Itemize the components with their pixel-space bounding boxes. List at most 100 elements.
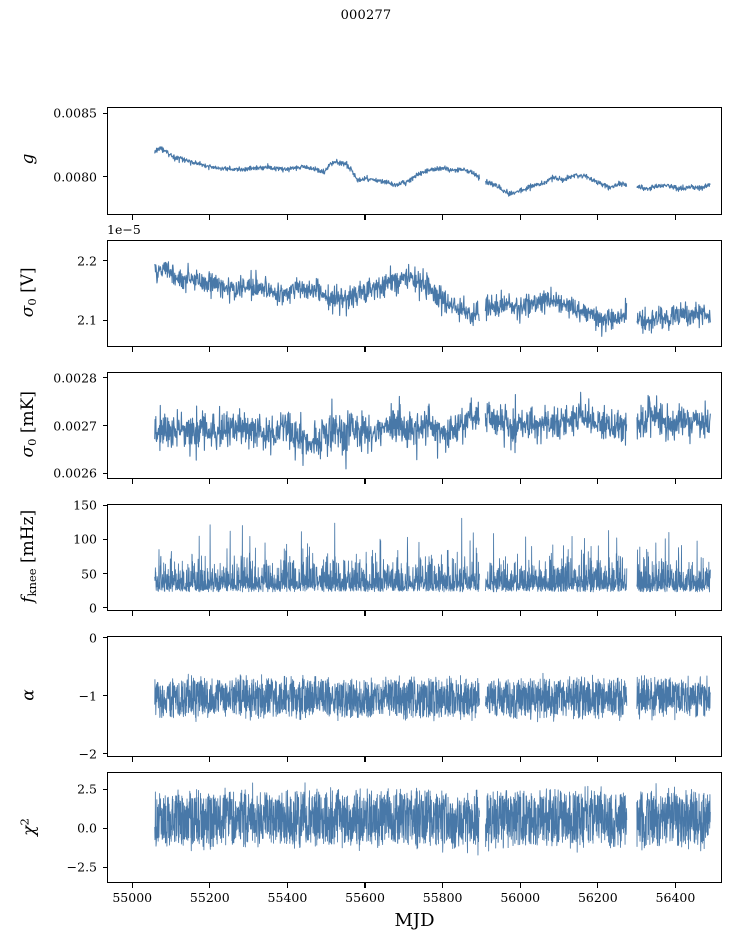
x-tick-mark bbox=[131, 883, 133, 888]
panel-frame bbox=[107, 504, 722, 611]
data-line-chi2 bbox=[154, 782, 480, 856]
plot-area-gain bbox=[154, 146, 711, 197]
x-tick-mark bbox=[364, 611, 366, 616]
x-tick-mark bbox=[131, 611, 133, 616]
x-tick-mark bbox=[286, 347, 288, 352]
data-line-chi2 bbox=[636, 783, 711, 852]
x-tick-mark bbox=[519, 883, 521, 888]
y-tick-label: −2 bbox=[78, 746, 97, 762]
y-tick-label: 2.2 bbox=[77, 253, 97, 269]
y-tick-label: 0.0085 bbox=[53, 105, 97, 121]
x-tick-mark bbox=[364, 757, 366, 762]
x-tick-label: 55400 bbox=[267, 890, 308, 905]
x-tick-label: 55800 bbox=[422, 890, 463, 905]
x-tick-mark bbox=[286, 883, 288, 888]
data-line-g bbox=[636, 183, 711, 192]
x-tick-mark bbox=[131, 757, 133, 762]
y-tick-label: 0.0027 bbox=[53, 418, 97, 433]
data-line-sigma0_mK bbox=[484, 391, 628, 454]
panel-frame bbox=[107, 240, 722, 347]
data-line-alpha bbox=[485, 672, 628, 723]
plot-area-fknee bbox=[154, 517, 711, 593]
y-tick-label: 50 bbox=[81, 566, 97, 582]
x-tick-label: 55000 bbox=[112, 890, 153, 905]
y-tick-mark bbox=[102, 112, 107, 114]
y-tick-label: 0 bbox=[89, 630, 97, 646]
data-line-sigma0_V bbox=[484, 286, 628, 337]
x-tick-label: 56000 bbox=[500, 890, 541, 905]
data-line-sigma0_mK bbox=[154, 395, 480, 470]
panel-frame bbox=[107, 107, 722, 215]
x-tick-mark bbox=[364, 347, 366, 352]
y-tick-mark bbox=[102, 752, 107, 755]
panel-sigma0-volt bbox=[102, 240, 722, 352]
y-tick-mark bbox=[102, 504, 107, 506]
y-tick-mark bbox=[102, 637, 107, 639]
x-tick-mark bbox=[597, 479, 599, 484]
y-tick-mark bbox=[102, 695, 107, 697]
y-tick-mark bbox=[102, 260, 107, 262]
x-tick-mark bbox=[442, 215, 444, 220]
y-tick-mark bbox=[102, 176, 107, 178]
x-tick-mark bbox=[597, 757, 599, 762]
x-tick-mark bbox=[442, 479, 444, 484]
x-tick-mark bbox=[442, 757, 444, 762]
data-line-f_knee bbox=[485, 530, 628, 593]
x-tick-mark bbox=[442, 883, 444, 888]
data-line-chi2 bbox=[485, 785, 628, 853]
y-tick-label: 150 bbox=[73, 497, 97, 513]
y-tick-label: 0 bbox=[89, 600, 97, 616]
y-axis-exponent-label: 1e−5 bbox=[107, 222, 141, 237]
x-tick-mark bbox=[442, 347, 444, 352]
y-tick-mark bbox=[102, 538, 107, 540]
x-tick-mark bbox=[519, 215, 521, 220]
x-tick-mark bbox=[519, 757, 521, 762]
y-tick-label: −2.5 bbox=[66, 859, 97, 875]
data-line-alpha bbox=[154, 673, 480, 723]
x-tick-mark bbox=[597, 347, 599, 352]
x-tick-mark bbox=[674, 757, 676, 762]
x-tick-mark bbox=[286, 215, 288, 220]
panel-alpha bbox=[102, 636, 722, 762]
figure-title: 000277 bbox=[340, 8, 392, 23]
data-line-sigma0_mK bbox=[636, 394, 711, 445]
data-line-sigma0_V bbox=[154, 261, 480, 327]
plot-area-sigma0-mk bbox=[154, 391, 711, 470]
data-line-f_knee bbox=[636, 532, 711, 593]
plot-area-chi2 bbox=[154, 782, 711, 856]
panel-gain bbox=[102, 107, 722, 220]
y-tick-label: 2.1 bbox=[77, 312, 97, 328]
x-tick-mark bbox=[209, 479, 211, 484]
y-tick-mark bbox=[102, 319, 107, 321]
y-tick-mark bbox=[102, 377, 107, 379]
x-tick-label: 55600 bbox=[345, 890, 385, 905]
data-line-g bbox=[485, 173, 628, 197]
data-line-f_knee bbox=[154, 517, 480, 593]
x-tick-mark bbox=[674, 883, 676, 888]
data-line-sigma0_V bbox=[636, 301, 711, 334]
x-tick-mark bbox=[519, 347, 521, 352]
x-tick-mark bbox=[286, 611, 288, 616]
y-tick-mark bbox=[102, 424, 107, 427]
x-tick-mark bbox=[209, 611, 211, 616]
x-tick-mark bbox=[364, 479, 366, 484]
y-tick-mark bbox=[102, 472, 107, 474]
panel-chi2 bbox=[102, 772, 722, 888]
x-tick-mark bbox=[209, 215, 211, 220]
x-axis-label: MJD bbox=[394, 910, 435, 931]
plot-area-sigma0-volt bbox=[154, 261, 711, 337]
x-tick-mark bbox=[674, 347, 676, 352]
y-tick-mark bbox=[102, 866, 107, 868]
y-tick-label: 2.5 bbox=[77, 781, 97, 797]
data-line-alpha bbox=[636, 675, 711, 721]
x-tick-mark bbox=[674, 479, 676, 484]
y-tick-mark bbox=[102, 572, 107, 575]
y-tick-label: 100 bbox=[73, 531, 97, 547]
y-tick-label: 0.0 bbox=[77, 820, 97, 836]
y-axis-label: χ2 bbox=[17, 817, 39, 836]
y-tick-mark bbox=[102, 607, 107, 609]
plot-area-alpha bbox=[154, 672, 711, 723]
x-tick-mark bbox=[597, 611, 599, 616]
x-tick-mark bbox=[286, 479, 288, 484]
